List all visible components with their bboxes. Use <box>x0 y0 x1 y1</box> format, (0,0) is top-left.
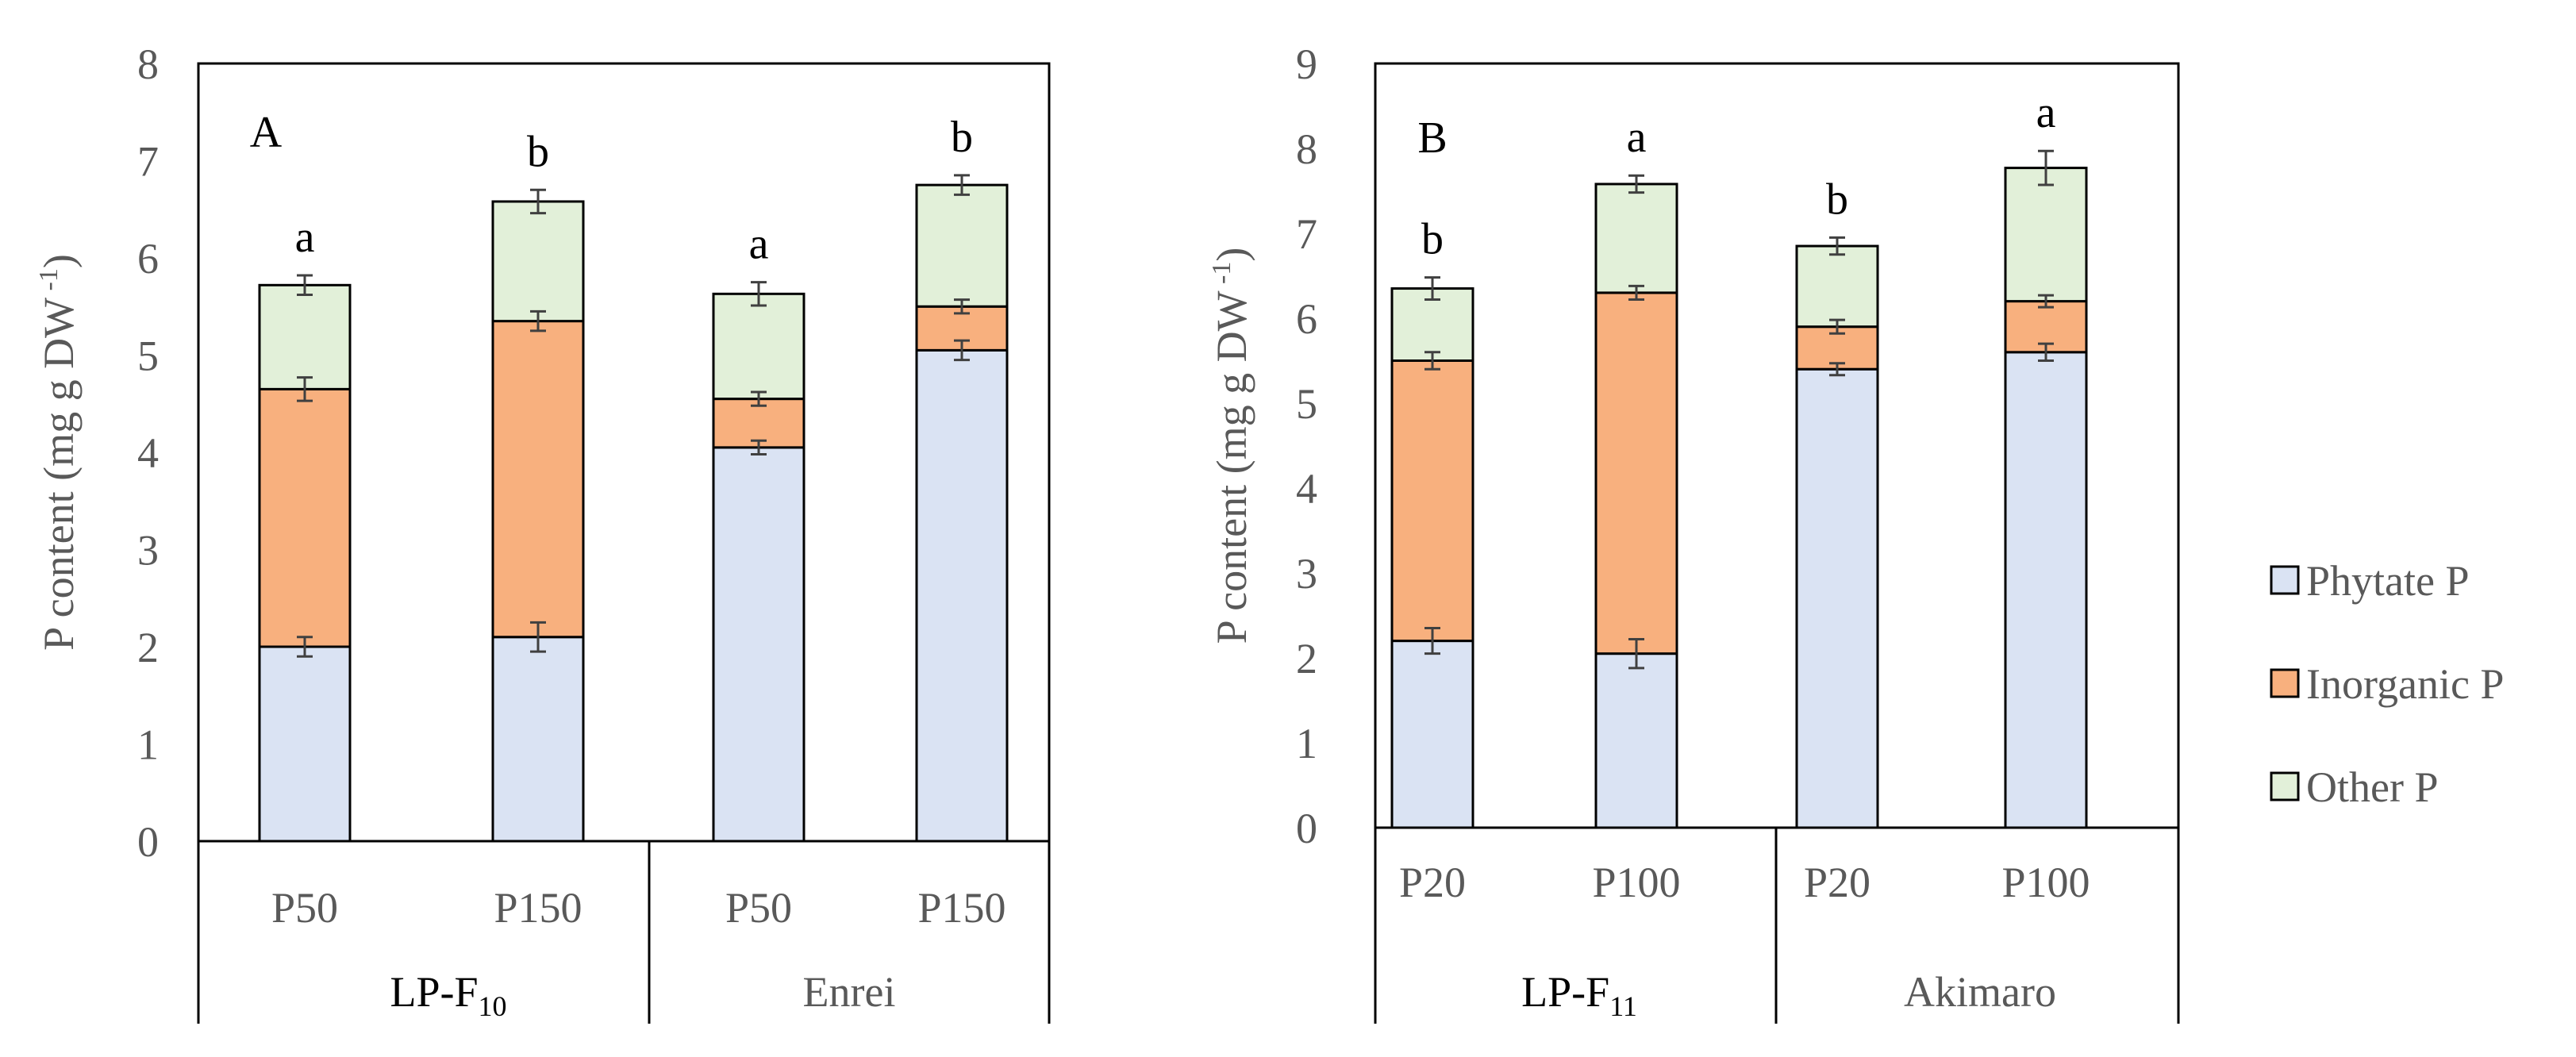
bar-inorganic-1 <box>1390 359 1474 643</box>
bar-phytate-1 <box>1390 640 1474 829</box>
bar-other-4 <box>915 183 1009 308</box>
y-tick-label: 0 <box>137 818 159 866</box>
bar-phytate-2 <box>1594 652 1678 829</box>
chart-panel-a: 0 1 2 3 4 5 6 7 8 P content (mg g DW -1) a P50 b P150… <box>34 40 1051 1024</box>
legend-label-phytate: Phytate P <box>2306 557 2470 605</box>
plot-frame <box>197 62 1051 843</box>
group-label: Akimaro <box>1904 968 2056 1016</box>
bar-other-2 <box>1594 183 1678 294</box>
group-label: LP-F10 <box>390 968 506 1022</box>
legend-swatch-inorganic <box>2270 668 2300 698</box>
group-label-main: Akimaro <box>1904 968 2056 1016</box>
bar-phytate-2 <box>491 636 585 843</box>
y-tick-label: 2 <box>1296 635 1317 682</box>
y-tick-label: 8 <box>1296 125 1317 173</box>
panel-label: B <box>1417 113 1447 163</box>
y-tick-label: 3 <box>1296 550 1317 598</box>
category-label: P50 <box>271 884 338 932</box>
bar-other-4 <box>2004 167 2088 303</box>
significance-letter: a <box>749 220 769 269</box>
chart-panel-b: 0 1 2 3 4 5 6 7 8 9 P content (mg g DW -1) b P20 a P10… <box>1207 40 2180 1024</box>
y-axis-label-close: ) <box>35 254 83 268</box>
panel-label: A <box>250 108 283 157</box>
bar-phytate-4 <box>915 348 1009 843</box>
y-tick-label: 8 <box>137 40 159 88</box>
category-label: P20 <box>1399 859 1466 906</box>
y-axis-label-close: ) <box>1208 248 1255 262</box>
category-label: P150 <box>917 884 1005 932</box>
bar-phytate-3 <box>1795 367 1879 829</box>
y-tick-label: 6 <box>137 235 159 283</box>
significance-letter: b <box>527 127 549 176</box>
bar-phytate-3 <box>712 446 805 843</box>
y-tick-label: 4 <box>1296 465 1317 513</box>
bar-other-2 <box>491 200 585 323</box>
y-tick-label: 3 <box>137 527 159 575</box>
group-label-main: Enrei <box>803 968 896 1016</box>
bar-inorganic-2 <box>491 320 585 639</box>
y-tick-label: 1 <box>1296 720 1317 767</box>
legend-label-other: Other P <box>2306 763 2438 811</box>
category-label: P150 <box>494 884 582 932</box>
bar-phytate-4 <box>2004 351 2088 829</box>
significance-letter: b <box>1421 215 1444 264</box>
y-tick-label: 1 <box>137 721 159 769</box>
significance-letter: a <box>295 213 315 262</box>
y-tick-label: 2 <box>137 624 159 671</box>
y-axis-label-text: P content (mg g DW <box>1208 290 1255 644</box>
significance-letter: a <box>2036 88 2056 137</box>
group-label-main: LP-F <box>1521 968 1609 1016</box>
legend-swatch-other <box>2270 771 2300 801</box>
y-tick-label: 5 <box>137 332 159 380</box>
group-label-main: LP-F <box>390 968 478 1016</box>
y-tick-label: 7 <box>1296 210 1317 258</box>
y-tick-label: 6 <box>1296 295 1317 343</box>
chart-panels: 0 1 2 3 4 5 6 7 8 P content (mg g DW -1) a P50 b P150… <box>34 40 2180 1024</box>
chart-legend: Phytate P Inorganic P Other P <box>2270 557 2504 811</box>
category-label: P20 <box>1804 859 1870 906</box>
significance-letter: a <box>1627 113 1647 162</box>
y-axis-label-sup: -1 <box>34 268 63 298</box>
bar-other-1 <box>258 283 352 390</box>
category-label: P100 <box>2001 859 2090 906</box>
y-axis-label-sup: -1 <box>1207 262 1236 291</box>
y-axis-label: P content (mg g DW -1) <box>1207 248 1255 644</box>
y-axis-label-text: P content (mg g DW <box>35 298 83 651</box>
group-label: Enrei <box>803 968 896 1016</box>
bar-phytate-1 <box>258 645 352 843</box>
bar-other-3 <box>1795 244 1879 329</box>
bar-inorganic-2 <box>1594 291 1678 655</box>
y-tick-label: 7 <box>137 138 159 186</box>
group-label: LP-F11 <box>1521 968 1637 1022</box>
y-tick-label: 9 <box>1296 40 1317 88</box>
y-tick-label: 4 <box>137 429 159 477</box>
legend-label-inorganic: Inorganic P <box>2306 660 2504 708</box>
group-label-subscript: 10 <box>479 990 507 1022</box>
significance-letter: b <box>951 113 973 162</box>
bar-inorganic-1 <box>258 387 352 648</box>
bar-other-3 <box>712 292 805 401</box>
group-label-subscript: 11 <box>1609 990 1637 1022</box>
significance-letter: b <box>1826 175 1848 224</box>
y-tick-label: 5 <box>1296 380 1317 428</box>
y-axis-label: P content (mg g DW -1) <box>34 254 83 651</box>
legend-swatch-phytate <box>2270 565 2300 595</box>
category-label: P100 <box>1592 859 1680 906</box>
category-label: P50 <box>725 884 792 932</box>
y-tick-label: 0 <box>1296 805 1317 852</box>
